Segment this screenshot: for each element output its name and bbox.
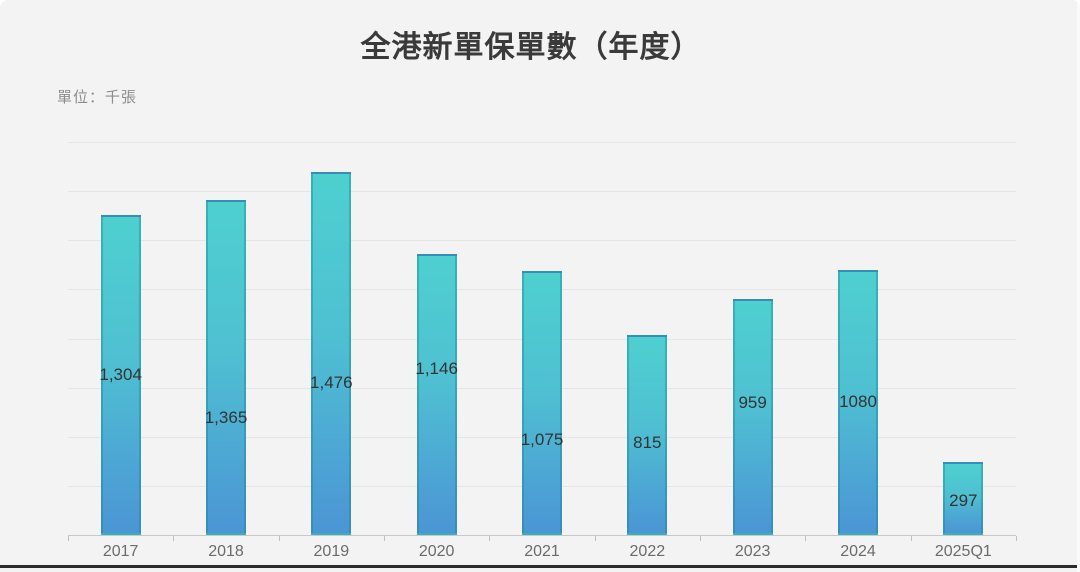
canvas-right-edge (1077, 0, 1080, 572)
x-axis-label: 2019 (313, 543, 350, 560)
bar-value-label: 297 (949, 490, 978, 510)
bar-2025Q1 (943, 462, 984, 535)
gridline (68, 191, 1016, 193)
x-axis-label: 2018 (208, 543, 244, 560)
bar-2018 (206, 199, 246, 535)
x-axis-label: 2022 (629, 543, 666, 560)
x-axis-tick (68, 536, 69, 541)
x-axis-tick (173, 536, 175, 541)
bar-2022 (627, 334, 668, 535)
unit-label: 單位：千張 (57, 89, 138, 106)
bar-value-label: 1,146 (415, 358, 458, 378)
bar-2017 (100, 214, 141, 535)
bar-value-label: 959 (738, 393, 767, 413)
gridline (68, 142, 1016, 143)
bar-2024 (838, 269, 878, 535)
x-axis-tick (910, 536, 912, 541)
x-axis-label: 2017 (102, 543, 139, 560)
gridline (68, 240, 1016, 242)
bottom-divider (0, 565, 1077, 568)
bar-value-label: 815 (633, 432, 662, 452)
x-axis-label: 2025Q1 (934, 543, 992, 560)
x-axis-label: 2021 (524, 543, 560, 560)
x-axis-label: 2023 (734, 543, 771, 560)
chart-title: 全港新單保單數（年度） (360, 31, 702, 64)
bar-2023 (732, 299, 773, 535)
bar-2021 (522, 270, 562, 535)
bar-value-label: 1,365 (204, 407, 248, 427)
bar-value-label: 1,075 (520, 429, 564, 449)
x-axis-tick (278, 536, 280, 541)
bar-2019 (311, 172, 352, 535)
x-axis-line (68, 535, 1016, 536)
x-axis-label: 2020 (418, 543, 455, 560)
x-axis-tick (805, 536, 807, 541)
bar-value-label: 1,304 (99, 364, 142, 384)
x-axis-tick (700, 536, 701, 541)
bar-value-label: 1080 (839, 392, 877, 412)
x-axis-tick (384, 536, 385, 541)
x-axis-tick (1016, 536, 1017, 541)
x-axis-tick (489, 536, 491, 541)
x-axis-tick (594, 536, 596, 541)
x-axis-label: 2024 (840, 543, 876, 560)
bar-value-label: 1,476 (310, 372, 353, 392)
bar-2020 (416, 253, 457, 535)
